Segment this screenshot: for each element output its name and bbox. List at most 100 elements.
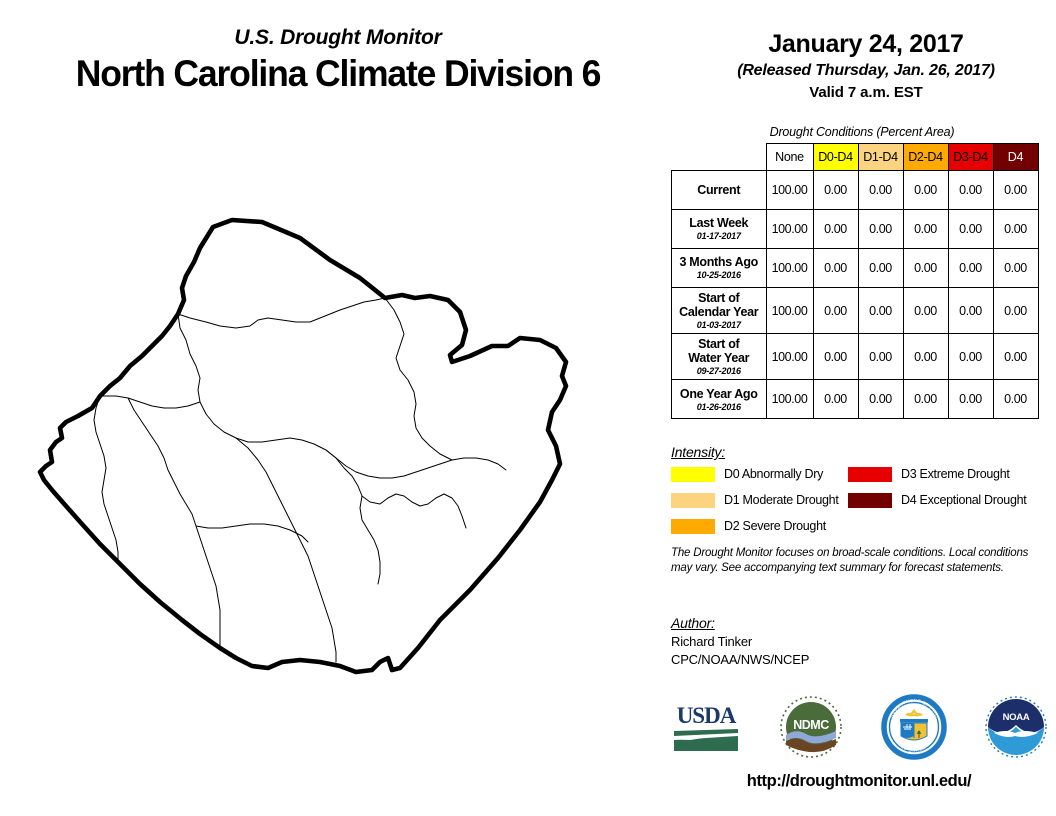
table-col-header-d0-d4: D0-D4	[812, 143, 859, 171]
table-cell: 0.00	[902, 379, 949, 420]
legend-label-d2: D2 Severe Drought	[724, 519, 826, 533]
table-cell: 0.00	[992, 333, 1039, 381]
row-label: 3 Months Ago 10-25-2016	[671, 248, 767, 288]
drought-map[interactable]	[0, 150, 664, 750]
page-title: North Carolina Climate Division 6	[75, 53, 602, 95]
row-label: Start of Water Year 09-27-2016	[671, 333, 767, 381]
disclaimer-text: The Drought Monitor focuses on broad-sca…	[671, 547, 1029, 575]
table-cell: 100.00	[765, 333, 814, 381]
table-cell: 0.00	[812, 170, 859, 210]
row-label: Last Week 01-17-2017	[671, 209, 767, 249]
legend-item-d2: D2 Severe Drought	[671, 518, 826, 534]
legend-label-d3: D3 Extreme Drought	[901, 467, 1010, 481]
intensity-title: Intensity:	[671, 444, 726, 460]
table-caption: Drought Conditions (Percent Area)	[769, 125, 955, 139]
author-block: Author: Richard Tinker CPC/NOAA/NWS/NCEP	[671, 615, 1011, 667]
legend-swatch-d3	[848, 466, 892, 482]
table-cell: 0.00	[992, 379, 1039, 420]
logo-row: USDA NDMC DEPARTMENT OF COMMERCE	[664, 690, 1054, 768]
website-url[interactable]: http://droughtmonitor.unl.edu/	[746, 772, 972, 790]
table-cell: 0.00	[902, 248, 949, 288]
author-title: Author:	[671, 615, 715, 631]
table-row: Current 100.00 0.00 0.00 0.00 0.00 0.00	[671, 170, 1039, 210]
legend-grid: D0 Abnormally Dry D1 Moderate Drought D2 S…	[671, 466, 1051, 538]
table-cell: 0.00	[902, 209, 949, 249]
table-corner-blank	[672, 144, 767, 171]
legend-swatch-d2	[671, 518, 715, 534]
row-label: Start of Calendar Year 01-03-2017	[671, 286, 767, 335]
table-cell: 0.00	[812, 286, 859, 335]
commerce-seal: DEPARTMENT OF COMMERCE UNITED STATES OF …	[879, 690, 947, 765]
table-col-header-d1-d4: D1-D4	[857, 143, 904, 171]
table-cell: 0.00	[902, 170, 949, 210]
row-label-title: Start of Calendar Year	[679, 291, 759, 319]
svg-text:NDMC: NDMC	[794, 718, 830, 732]
table-cell: 100.00	[765, 170, 814, 210]
table-cell: 0.00	[812, 209, 859, 249]
legend-swatch-d1	[671, 492, 715, 508]
table-cell: 0.00	[857, 170, 904, 210]
legend-swatch-d0	[671, 466, 715, 482]
table-cell: 0.00	[947, 170, 994, 210]
table-col-header-d4: D4	[992, 143, 1039, 171]
table-cell: 0.00	[857, 209, 904, 249]
row-label-title: 3 Months Ago	[679, 255, 759, 270]
svg-text:NOAA: NOAA	[1003, 712, 1030, 723]
table-cell: 100.00	[765, 248, 814, 288]
row-label-title: One Year Ago	[679, 386, 758, 401]
valid-date: January 24, 2017	[768, 30, 964, 58]
table-cell: 0.00	[992, 248, 1039, 288]
intensity-legend: Intensity: D0 Abnormally Dry D1 Moderate …	[671, 444, 1051, 538]
table-cell: 0.00	[947, 379, 994, 420]
legend-label-d4: D4 Exceptional Drought	[901, 493, 1027, 507]
table-cell: 0.00	[947, 333, 994, 381]
author-affiliation: CPC/NOAA/NWS/NCEP	[671, 652, 810, 667]
table-cell: 0.00	[947, 286, 994, 335]
legend-item-d4: D4 Exceptional Drought	[848, 492, 1027, 508]
table-cell: 0.00	[812, 333, 859, 381]
table-col-header-d3-d4: D3-D4	[947, 143, 994, 171]
table-cell: 0.00	[812, 248, 859, 288]
row-label-date: 10-25-2016	[696, 270, 741, 281]
table-cell: 0.00	[947, 248, 994, 288]
legend-item-d1: D1 Moderate Drought	[671, 492, 839, 508]
table-col-header-d2-d4: D2-D4	[902, 143, 949, 171]
county-lines	[93, 297, 507, 663]
table-cell: 0.00	[992, 170, 1039, 210]
map-outer-border	[37, 217, 569, 675]
date-block: January 24, 2017 (Released Thursday, Jan…	[676, 30, 1056, 101]
row-label-title: Last Week	[689, 216, 749, 231]
legend-swatch-d4	[848, 492, 892, 508]
legend-label-d0: D0 Abnormally Dry	[724, 467, 824, 481]
released-date: (Released Thursday, Jan. 26, 2017)	[737, 62, 995, 79]
legend-item-d0: D0 Abnormally Dry	[671, 466, 823, 482]
table-cell: 100.00	[765, 286, 814, 335]
table-cell: 0.00	[947, 209, 994, 249]
row-label: One Year Ago 01-26-2016	[671, 379, 767, 420]
table-cell: 0.00	[857, 286, 904, 335]
table-cell: 0.00	[857, 333, 904, 381]
usda-logo: USDA	[670, 699, 742, 760]
row-label-title: Start of Water Year	[688, 337, 750, 366]
legend-label-d1: D1 Moderate Drought	[724, 493, 839, 507]
legend-item-d3: D3 Extreme Drought	[848, 466, 1010, 482]
row-label-title: Current	[697, 183, 741, 197]
row-label: Current	[671, 170, 767, 210]
table-cell: 0.00	[902, 286, 949, 335]
table-cell: 0.00	[992, 209, 1039, 249]
row-label-date: 01-03-2017	[696, 320, 741, 330]
table-cell: 100.00	[765, 209, 814, 249]
table-row: Start of Water Year 09-27-2016 100.00 0.00 0.…	[671, 333, 1039, 381]
ndmc-logo: NDMC	[779, 695, 843, 764]
table-header-row: None D0-D4 D1-D4 D2-D4 D3-D4 D4	[672, 143, 1039, 171]
row-label-date: 01-17-2017	[696, 231, 741, 242]
svg-text:USDA: USDA	[677, 703, 737, 728]
drought-monitor-supertitle: U.S. Drought Monitor	[234, 26, 442, 49]
title-block: U.S. Drought Monitor North Carolina Clim…	[0, 26, 676, 95]
table-cell: 100.00	[765, 379, 814, 420]
valid-time: Valid 7 a.m. EST	[809, 84, 923, 101]
table-row: 3 Months Ago 10-25-2016 100.00 0.00 0.00 0.00…	[671, 248, 1039, 288]
table-row: Last Week 01-17-2017 100.00 0.00 0.00 0.00 0.0…	[671, 209, 1039, 249]
table-cell: 0.00	[857, 248, 904, 288]
drought-conditions-table: None D0-D4 D1-D4 D2-D4 D3-D4 D4 Current 100.00…	[671, 143, 1039, 420]
